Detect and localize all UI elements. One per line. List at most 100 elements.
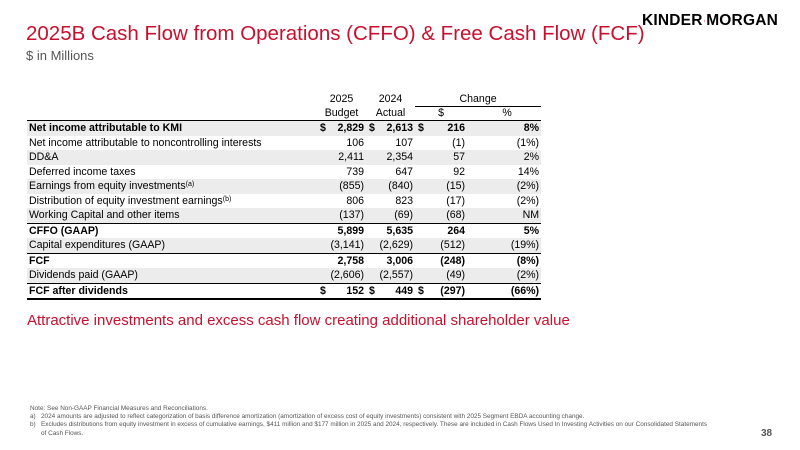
- row-label-text: Deferred income taxes: [29, 165, 136, 178]
- footnote-reference: (b): [222, 195, 232, 203]
- budget-value: (855): [328, 179, 367, 194]
- change-dollar-sign: [415, 136, 426, 151]
- change-value: 57: [426, 150, 468, 165]
- actual-value: (840): [377, 179, 416, 194]
- row-label-text: Net income attributable to KMI: [29, 122, 183, 134]
- budget-dollar-sign: [317, 268, 328, 283]
- spacer: [467, 282, 474, 300]
- change-dollar-sign: [415, 165, 426, 180]
- budget-value: 806: [346, 194, 365, 207]
- change-dollar-sign: [415, 268, 427, 283]
- actual-dollar-sign: [366, 252, 378, 268]
- table-row: Working Capital and other items (137) (69)…: [27, 208, 542, 223]
- row-label: FCF: [27, 252, 317, 268]
- budget-value: 2,829: [328, 120, 367, 136]
- cash-flow-table: 2025 2024 Change Budget Actual $ % Net i…: [27, 93, 542, 300]
- spacer: [467, 208, 474, 223]
- row-label-text: CFFO (GAAP): [29, 224, 99, 237]
- change-pct-value: (2%): [473, 179, 542, 194]
- actual-dollar-sign: [366, 194, 377, 209]
- change-dollar-sign: $: [415, 282, 427, 300]
- actual-value: 449: [377, 282, 416, 300]
- row-label-text: FCF after dividends: [29, 284, 128, 297]
- budget-dollar-sign: [317, 179, 328, 194]
- budget-value: (137): [328, 208, 367, 223]
- actual-dollar-sign: [366, 150, 378, 165]
- row-label: Distribution of equity investment earnin…: [27, 194, 317, 209]
- actual-value: 3,006: [377, 252, 416, 268]
- budget-dollar-sign: [317, 238, 328, 253]
- actual-value: 647: [395, 165, 414, 178]
- budget-value: 2,411: [328, 150, 367, 165]
- change-value: (49): [426, 268, 468, 283]
- change-value: (1): [452, 136, 466, 149]
- actual-value: 107: [395, 136, 414, 149]
- change-value: (17): [446, 194, 466, 207]
- table-row: FCF 2,758 3,006 (248) (8%): [27, 252, 542, 268]
- change-value: (15): [426, 179, 468, 194]
- row-label-text: Earnings from equity investments: [29, 180, 186, 192]
- row-label: FCF after dividends: [27, 282, 317, 300]
- page-title: 2025B Cash Flow from Operations (CFFO) &…: [26, 22, 645, 45]
- footnote-a-text: 2024 amounts are adjusted to reflect cat…: [41, 413, 585, 421]
- tagline: Attractive investments and excess cash f…: [27, 312, 570, 329]
- actual-value: 2,613: [377, 120, 416, 136]
- change-dollar-sign: [415, 252, 427, 268]
- table-row: Net income attributable to noncontrollin…: [27, 136, 541, 151]
- change-pct-value: (1%): [516, 136, 540, 149]
- budget-value: 2,758: [328, 252, 367, 268]
- actual-value: (2,629): [377, 238, 416, 253]
- table-row: Deferred income taxes 739 647 92 14%: [27, 165, 541, 180]
- actual-value: (2,557): [377, 268, 416, 283]
- footnote-a: a) 2024 amounts are adjusted to reflect …: [30, 413, 710, 421]
- budget-dollar-sign: $: [317, 282, 328, 300]
- row-label: Working Capital and other items: [27, 208, 317, 223]
- row-label-text: Dividends paid (GAAP): [29, 269, 138, 281]
- actual-dollar-sign: [366, 238, 378, 253]
- budget-dollar-sign: $: [317, 120, 328, 136]
- table-row: DD&A 2,411 2,354 57 2%: [27, 150, 542, 165]
- row-label-text: Distribution of equity investment earnin…: [29, 194, 223, 207]
- kinder-morgan-logo: KINDER MORGAN: [642, 10, 778, 32]
- change-pct-value: (19%): [473, 238, 542, 253]
- table-row: Earnings from equity investments(a) (855)…: [27, 179, 542, 194]
- actual-value: (69): [377, 208, 416, 223]
- actual-value: 823: [395, 194, 414, 207]
- row-label: CFFO (GAAP): [27, 222, 317, 238]
- table-body: Net income attributable to KMI $2,829 $2,6…: [27, 120, 542, 300]
- footnote-b: b) Excludes distributions from equity in…: [30, 421, 710, 437]
- change-pct-value: (2%): [516, 194, 540, 207]
- footnote-b-marker: b): [30, 421, 36, 429]
- change-dollar-sign: [415, 208, 427, 223]
- spacer: [467, 150, 474, 165]
- row-label-text: Capital expenditures (GAAP): [29, 239, 166, 251]
- change-pct-value: NM: [473, 208, 542, 223]
- actual-label-header: Actual: [366, 106, 416, 121]
- actual-dollar-sign: [366, 222, 378, 238]
- table-row: Dividends paid (GAAP) (2,606) (2,557) (49) (…: [27, 268, 542, 283]
- change-dollar-sign: [415, 222, 427, 238]
- change-pct-value: 2%: [473, 150, 542, 165]
- budget-value: (3,141): [328, 238, 367, 253]
- change-dollar-header: $: [415, 106, 468, 121]
- budget-dollar-sign: [317, 208, 328, 223]
- change-pct-value: 14%: [517, 165, 540, 178]
- table-row: Net income attributable to KMI $2,829 $2,6…: [27, 120, 542, 136]
- actual-value: 5,635: [377, 222, 416, 238]
- actual-dollar-sign: $: [366, 282, 378, 300]
- change-pct-value: 8%: [473, 120, 542, 136]
- change-value: 92: [453, 165, 466, 178]
- row-label-text: Working Capital and other items: [29, 209, 180, 221]
- budget-dollar-sign: [317, 194, 328, 209]
- budget-dollar-sign: [317, 252, 328, 268]
- row-label: DD&A: [27, 150, 317, 165]
- actual-dollar-sign: [366, 268, 378, 283]
- footnote-reference: (a): [185, 181, 195, 188]
- spacer: [467, 222, 474, 238]
- actual-dollar-sign: [366, 136, 377, 151]
- table-row: Distribution of equity investment earnin…: [27, 194, 541, 209]
- change-value: (68): [426, 208, 468, 223]
- row-label: Net income attributable to KMI: [27, 120, 317, 136]
- footnote-b-text: Excludes distributions from equity inves…: [41, 421, 708, 437]
- budget-value: 152: [328, 282, 367, 300]
